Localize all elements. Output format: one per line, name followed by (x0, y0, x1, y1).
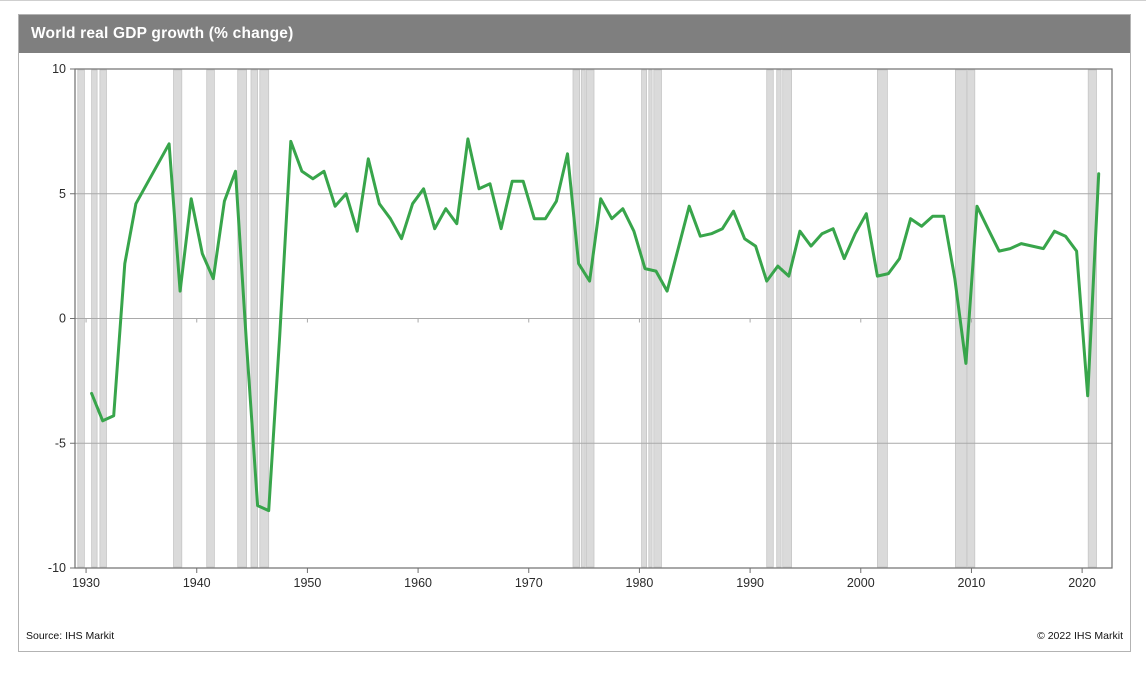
x-axis-label: 1940 (183, 576, 211, 590)
x-axis-label: 2020 (1068, 576, 1096, 590)
x-axis-label: 1950 (294, 576, 322, 590)
x-axis-label: 1930 (72, 576, 100, 590)
copyright-label: © 2022 IHS Markit (1037, 630, 1123, 642)
x-axis-label: 1960 (404, 576, 432, 590)
page-title: World real GDP growth (% change) (31, 25, 294, 42)
y-axis-label: -5 (55, 436, 66, 450)
y-axis-label: -10 (48, 561, 66, 575)
x-axis-label: 1980 (626, 576, 654, 590)
x-axis-label: 2000 (847, 576, 875, 590)
axis-ticks-labels-group: 10 5 0 -5 -10 1930 1940 1950 1960 1970 1980 1990 200… (48, 62, 1096, 590)
y-axis-label: 0 (59, 312, 66, 326)
x-axis-label: 2010 (958, 576, 986, 590)
line-series-group (90, 137, 1101, 513)
x-axis-label: 1970 (515, 576, 543, 590)
y-axis-label: 5 (59, 187, 66, 201)
x-axis-label: 1990 (736, 576, 764, 590)
y-axis-label: 10 (52, 62, 66, 76)
gdp-growth-line (90, 137, 1101, 513)
source-label: Source: IHS Markit (26, 630, 115, 642)
chart-title-bar: World real GDP growth (% change) (19, 15, 1130, 53)
